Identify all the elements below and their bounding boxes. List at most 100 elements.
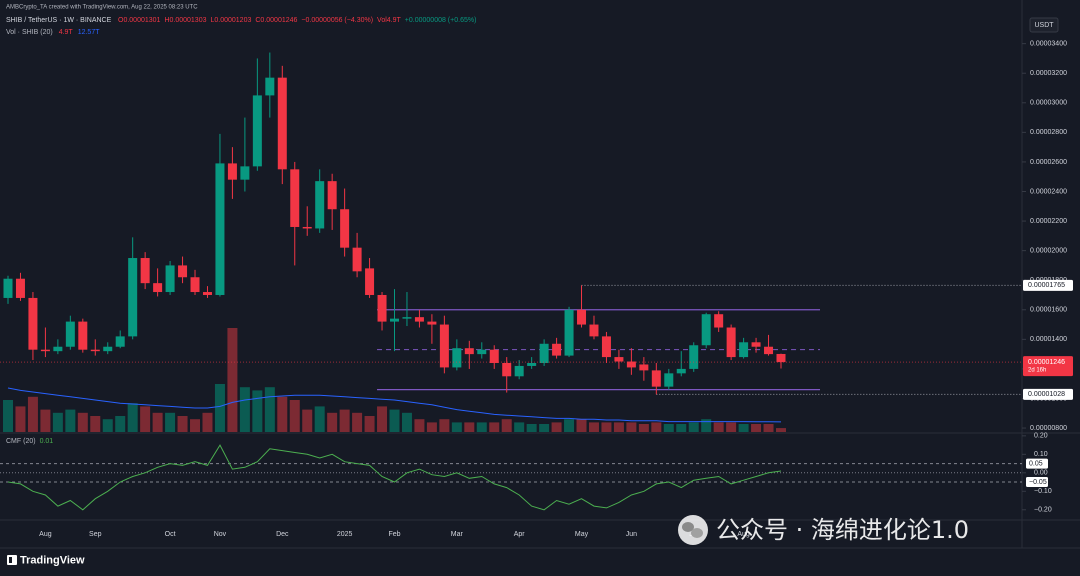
candle-body bbox=[439, 324, 449, 368]
cmf-tick-label: 0.00 bbox=[1034, 470, 1048, 477]
last-price-label: 0.00001246 bbox=[1028, 359, 1065, 366]
volume-bar bbox=[339, 409, 350, 432]
volume-bar bbox=[763, 424, 774, 432]
volume-bar bbox=[227, 328, 238, 432]
volume-bar bbox=[688, 422, 699, 432]
candle-body bbox=[290, 169, 300, 227]
candle-body bbox=[601, 336, 611, 358]
watermark-icon-bubble bbox=[691, 528, 703, 538]
candle-body bbox=[78, 321, 88, 350]
ohlc-legend-item: C0.00001246 bbox=[255, 17, 297, 24]
cmf-tick-label: 0.20 bbox=[1034, 433, 1048, 440]
volume-bar bbox=[239, 387, 250, 432]
candle-body bbox=[514, 365, 524, 377]
volume-bar bbox=[713, 422, 724, 432]
candle-body bbox=[352, 247, 362, 272]
cmf-tick-label: 0.10 bbox=[1034, 451, 1048, 458]
volume-ma-line bbox=[7, 387, 782, 423]
candle-body bbox=[302, 226, 312, 229]
volume-bar bbox=[676, 424, 687, 432]
symbol: SHIB / TetherUS · 1W · BINANCE bbox=[6, 17, 112, 24]
plot: Vol · SHIB (20) 4.9T 12.57T0.000008000.000… bbox=[0, 29, 1073, 538]
volume-bar bbox=[264, 387, 275, 432]
cmf-level-label: −0.05 bbox=[1029, 479, 1047, 486]
volume-last: 4.9T bbox=[59, 29, 74, 36]
volume-bar bbox=[127, 403, 138, 432]
candle-body bbox=[614, 357, 624, 362]
y-tick-label: 0.00002200 bbox=[1030, 218, 1067, 225]
volume-bar bbox=[464, 422, 475, 432]
volume-bar bbox=[564, 419, 575, 432]
volume-bar bbox=[526, 424, 537, 432]
volume-bar bbox=[401, 412, 412, 432]
candle-body bbox=[452, 348, 462, 368]
volume-bar bbox=[377, 406, 388, 432]
currency[interactable]: USDT bbox=[1034, 22, 1054, 29]
volume-bar bbox=[613, 422, 624, 432]
volume-bar bbox=[626, 422, 637, 432]
y-tick-label: 0.00002000 bbox=[1030, 247, 1067, 254]
watermark: 公众号 · 海绵进化论1.0 bbox=[716, 516, 969, 544]
candle-body bbox=[552, 343, 562, 356]
volume-bar bbox=[651, 422, 662, 432]
volume-bar bbox=[90, 416, 101, 432]
cmf-last: 0.01 bbox=[40, 438, 54, 445]
volume-bar bbox=[514, 422, 525, 432]
volume-bar bbox=[489, 422, 500, 432]
y-tick-label: 0.00002400 bbox=[1030, 188, 1067, 195]
volume-bar bbox=[451, 422, 462, 432]
candle-body bbox=[651, 370, 661, 387]
candle-body bbox=[90, 349, 100, 352]
candle-body bbox=[427, 321, 437, 325]
y-tick-label: 0.00001600 bbox=[1030, 307, 1067, 314]
volume-bar bbox=[214, 384, 225, 432]
candle-body bbox=[414, 317, 424, 322]
volume-bar bbox=[352, 412, 363, 432]
candle-body bbox=[577, 309, 587, 325]
candle-body bbox=[178, 265, 188, 278]
footer-logo[interactable]: TradingView bbox=[20, 554, 85, 566]
volume-bar bbox=[439, 419, 450, 432]
y-tick-label: 0.00003000 bbox=[1030, 100, 1067, 107]
candle-body bbox=[390, 318, 399, 322]
volume-bar bbox=[289, 400, 300, 432]
candle-body bbox=[527, 362, 537, 366]
volume-bar bbox=[52, 412, 63, 432]
ohlc-legend: O0.00001301 H0.00001303 L0.00001203 C0.0000… bbox=[118, 17, 476, 24]
candle-body bbox=[40, 349, 50, 352]
x-tick-label: Aug bbox=[737, 531, 750, 538]
level-label-box bbox=[1023, 388, 1073, 400]
candle-body bbox=[202, 292, 212, 295]
candle-body bbox=[15, 278, 25, 298]
candle-body bbox=[726, 327, 736, 358]
candle-body bbox=[739, 342, 749, 358]
candle-body bbox=[776, 353, 786, 363]
y-tick-label: 0.00002800 bbox=[1030, 129, 1067, 136]
ohlc-legend-item: Vol4.9T bbox=[377, 17, 401, 24]
volume-bar bbox=[252, 390, 263, 432]
x-tick-label: Dec bbox=[276, 531, 289, 538]
candle-body bbox=[327, 181, 337, 210]
volume-bar bbox=[140, 406, 151, 432]
volume-bar bbox=[3, 400, 13, 432]
ohlc-legend-item: O0.00001301 bbox=[118, 17, 161, 24]
currency-box[interactable] bbox=[1029, 17, 1059, 33]
volume-bar bbox=[165, 412, 176, 432]
ohlc-legend-item: H0.00001303 bbox=[164, 17, 206, 24]
y-tick-label: 0.00003400 bbox=[1030, 40, 1067, 47]
volume-bar bbox=[601, 422, 612, 432]
volume-bar bbox=[426, 422, 437, 432]
volume-bar bbox=[65, 409, 76, 432]
x-tick-label: Oct bbox=[165, 531, 176, 538]
level-label: 0.00001028 bbox=[1028, 391, 1065, 398]
watermark-icon-bubble bbox=[682, 522, 694, 532]
volume-bar bbox=[27, 396, 38, 432]
ohlc-legend-item: −0.00000056 (−4.30%) bbox=[301, 17, 373, 24]
y-tick-label: 0.00003200 bbox=[1030, 70, 1067, 77]
volume-bar bbox=[152, 412, 163, 432]
last-price-box bbox=[1023, 356, 1073, 377]
volume-bar bbox=[738, 424, 749, 432]
volume-bar bbox=[277, 396, 288, 432]
candle-body bbox=[639, 364, 649, 371]
cmf-tick-label: −0.10 bbox=[1034, 488, 1052, 495]
